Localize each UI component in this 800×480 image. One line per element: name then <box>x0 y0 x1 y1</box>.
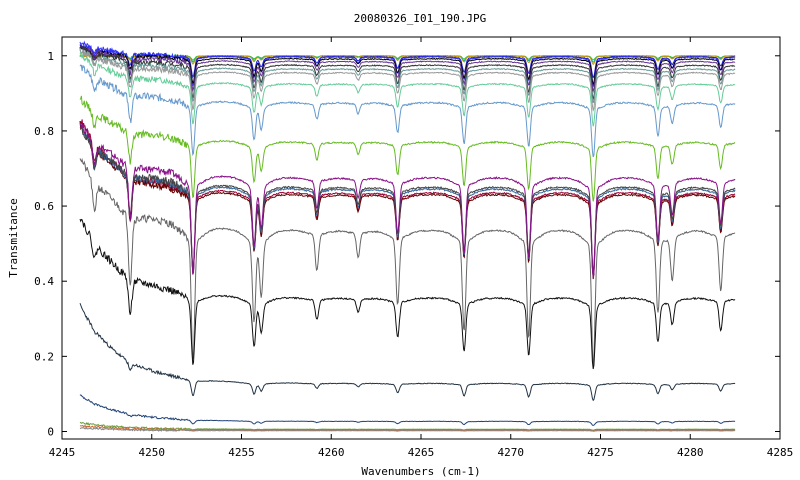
series-line <box>79 218 736 370</box>
series-line <box>79 40 736 87</box>
x-tick-label: 4270 <box>498 446 525 459</box>
series-line <box>79 394 736 426</box>
y-axis-label: Transmitance <box>7 198 20 277</box>
series-line <box>79 64 736 158</box>
series-layer <box>79 40 736 432</box>
plot-frame <box>61 36 781 440</box>
x-tick-label: 4250 <box>139 446 166 459</box>
x-tick-label: 4265 <box>408 446 435 459</box>
y-tick-label: 0 <box>47 425 54 438</box>
x-tick-label: 4260 <box>318 446 345 459</box>
x-tick-label: 4280 <box>677 446 704 459</box>
y-tick-label: 0.8 <box>34 125 54 138</box>
y-tick-label: 0.4 <box>34 275 54 288</box>
series-line <box>79 421 736 431</box>
series-line <box>79 43 736 101</box>
x-axis-label: Wavenumbers (cm-1) <box>361 465 480 478</box>
series-line <box>79 95 736 202</box>
tick-layer: 4245 4250 4255 4260 4265 4270 4275 4280 4285 0 0.2… <box>34 37 793 459</box>
y-tick-label: 1 <box>47 50 54 63</box>
series-line <box>79 44 736 86</box>
series-line <box>79 303 736 402</box>
series-line <box>79 424 736 432</box>
y-tick-label: 0.2 <box>34 350 54 363</box>
series-line <box>79 45 736 94</box>
series-line <box>79 126 736 272</box>
series-line <box>79 122 736 279</box>
series-line <box>79 157 736 366</box>
x-tick-label: 4255 <box>228 446 255 459</box>
series-line <box>79 51 736 127</box>
x-tick-label: 4275 <box>587 446 614 459</box>
y-tick-label: 0.6 <box>34 200 54 213</box>
series-line <box>79 49 736 112</box>
x-tick-label: 4245 <box>49 446 76 459</box>
x-tick-label: 4285 <box>767 446 794 459</box>
series-line <box>79 48 736 104</box>
series-line <box>79 426 736 432</box>
chart-title: 20080326_I01_190.JPG <box>354 12 486 25</box>
